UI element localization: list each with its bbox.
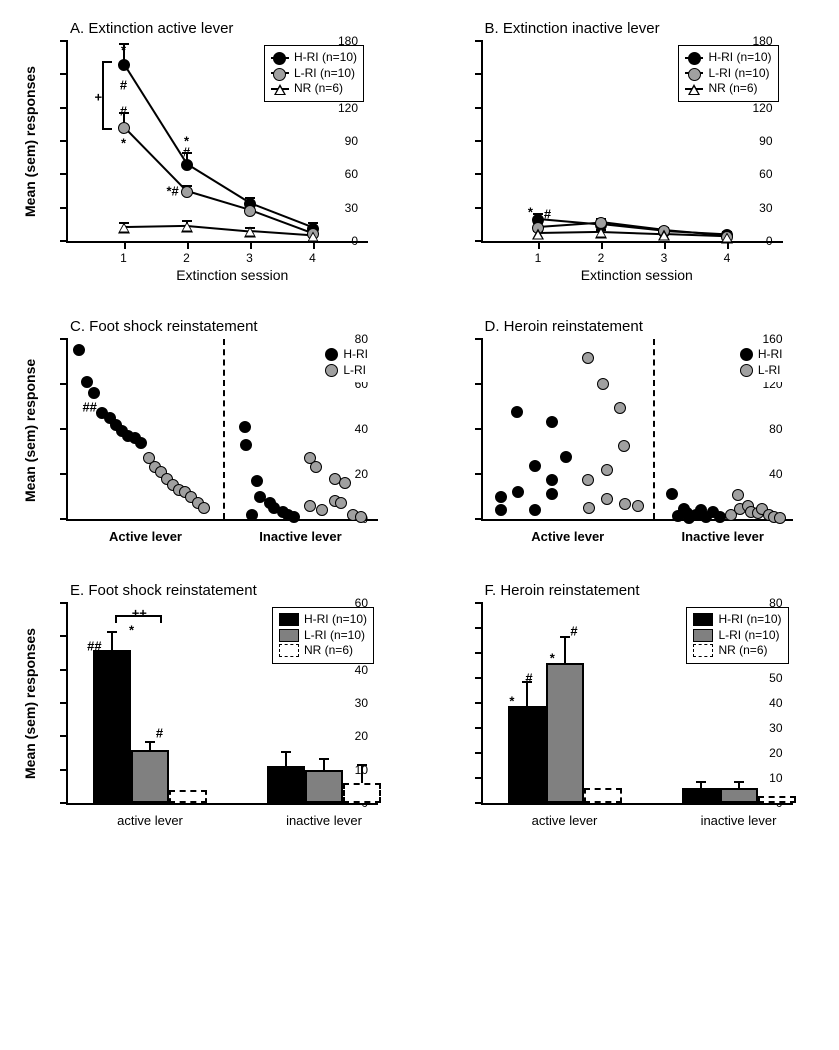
panel-b-plot: 03060901201501801234H-RI (n=10)L-RI (n=1… xyxy=(453,41,820,243)
panel-d: D. Heroin reinstatement 04080120160Activ… xyxy=(435,318,820,547)
panel-a-plot: 03060901201501801234H-RI (n=10)L-RI (n=1… xyxy=(38,41,405,243)
panel-e-plot: 0102030405060active leverinactive leverH… xyxy=(38,603,405,805)
panel-c: C. Foot shock reinstatement Mean (sem) r… xyxy=(20,318,405,547)
panel-b-xlabel: Extinction session xyxy=(455,267,820,283)
panel-c-ylabel: Mean (sem) response xyxy=(20,339,38,521)
panel-b: B. Extinction inactive lever 03060901201… xyxy=(435,20,820,283)
panel-a-ylabel: Mean (sem) responses xyxy=(20,41,38,243)
panel-c-plot: 020406080Active leverInactive leverH-RIL… xyxy=(38,339,405,521)
panel-e: E. Foot shock reinstatement Mean (sem) r… xyxy=(20,582,405,831)
panel-f: F. Heroin reinstatement 0102030405060708… xyxy=(435,582,820,831)
figure-grid: A. Extinction active lever Mean (sem) re… xyxy=(20,20,819,831)
panel-a: A. Extinction active lever Mean (sem) re… xyxy=(20,20,405,283)
panel-f-plot: 01020304050607080active leverinactive le… xyxy=(453,603,820,805)
panel-d-plot: 04080120160Active leverInactive leverH-R… xyxy=(453,339,820,521)
panel-a-xlabel: Extinction session xyxy=(60,267,405,283)
panel-e-ylabel: Mean (sem) responses xyxy=(20,603,38,805)
